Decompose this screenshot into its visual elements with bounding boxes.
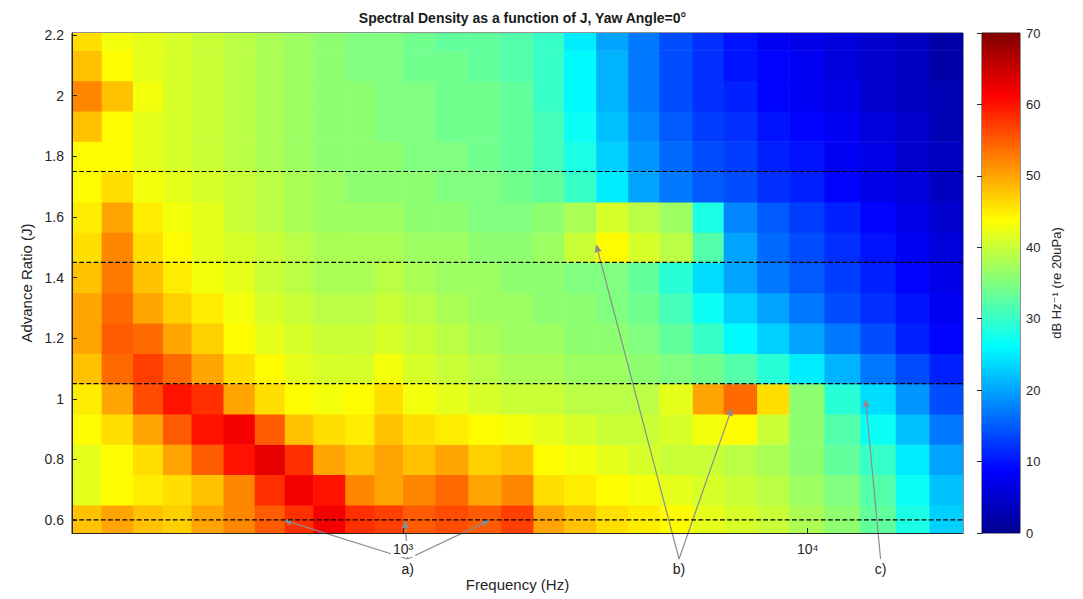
svg-text:50: 50	[1026, 168, 1040, 183]
svg-text:Frequency (Hz): Frequency (Hz)	[466, 576, 569, 593]
svg-text:10⁴: 10⁴	[797, 541, 819, 557]
svg-text:c): c)	[875, 561, 887, 577]
svg-text:1.4: 1.4	[45, 270, 65, 286]
svg-text:a): a)	[401, 561, 413, 577]
svg-text:2.2: 2.2	[45, 27, 65, 43]
svg-text:2: 2	[56, 88, 64, 104]
svg-text:1: 1	[56, 391, 64, 407]
svg-text:0.6: 0.6	[45, 512, 65, 528]
svg-text:b): b)	[673, 561, 685, 577]
svg-text:Spectral Density as a function: Spectral Density as a function of J, Yaw…	[359, 10, 686, 26]
svg-text:0: 0	[1026, 526, 1033, 541]
svg-text:70: 70	[1026, 26, 1040, 41]
svg-text:30: 30	[1026, 311, 1040, 326]
svg-text:dB Hz⁻¹ (re 20uPa): dB Hz⁻¹ (re 20uPa)	[1049, 227, 1064, 339]
svg-text:40: 40	[1026, 240, 1040, 255]
svg-text:Advance Ratio (J): Advance Ratio (J)	[18, 223, 35, 342]
svg-text:1.6: 1.6	[45, 209, 65, 225]
svg-text:10³: 10³	[393, 541, 414, 557]
svg-text:10: 10	[1026, 454, 1040, 469]
svg-text:0.8: 0.8	[45, 451, 65, 467]
svg-text:1.8: 1.8	[45, 148, 65, 164]
svg-text:20: 20	[1026, 383, 1040, 398]
svg-text:1.2: 1.2	[45, 330, 65, 346]
svg-text:60: 60	[1026, 97, 1040, 112]
